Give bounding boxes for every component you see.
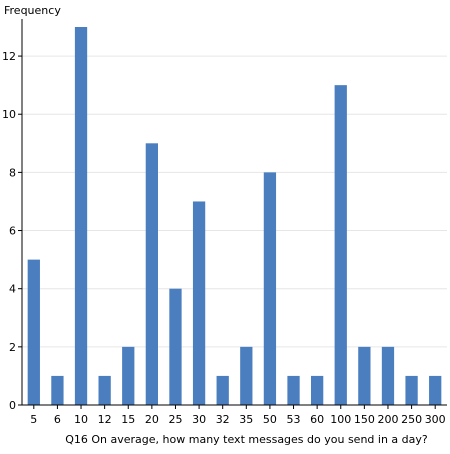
y-tick-label-8: 8 <box>9 166 16 179</box>
x-tick-label-20: 20 <box>145 413 159 426</box>
bar-35 <box>240 346 253 405</box>
y-tick-layer: 0 2 4 6 8 10 12 <box>2 50 22 412</box>
bar-50 <box>263 172 277 405</box>
y-tick-label-4: 4 <box>9 283 16 296</box>
x-tick-label-150: 150 <box>354 413 375 426</box>
x-tick-layer: 5 6 10 12 15 20 25 30 32 35 50 53 60 100 150 200 250 300 <box>30 405 446 426</box>
x-tick-label-300: 300 <box>425 413 446 426</box>
bar-25 <box>169 288 182 405</box>
axis-layer <box>21 19 447 406</box>
bar-60 <box>311 375 324 405</box>
bar-53 <box>287 375 300 405</box>
x-tick-label-10: 10 <box>74 413 88 426</box>
x-tick-label-5: 5 <box>30 413 37 426</box>
y-axis-title: Frequency <box>4 4 61 17</box>
x-tick-label-6: 6 <box>54 413 61 426</box>
x-tick-label-53: 53 <box>287 413 301 426</box>
y-tick-label-2: 2 <box>9 341 16 354</box>
y-tick-label-0: 0 <box>9 399 16 412</box>
bar-150 <box>358 346 371 405</box>
x-tick-label-30: 30 <box>192 413 206 426</box>
bar-300 <box>429 375 442 405</box>
bar-15 <box>122 346 135 405</box>
grid-layer <box>22 55 447 348</box>
x-tick-label-200: 200 <box>377 413 398 426</box>
bar-12 <box>98 375 111 405</box>
bar-100 <box>334 85 347 406</box>
bar-6 <box>51 375 64 405</box>
x-tick-label-50: 50 <box>263 413 277 426</box>
x-tick-label-100: 100 <box>330 413 351 426</box>
y-tick-label-10: 10 <box>2 108 16 121</box>
bar-5 <box>27 259 40 405</box>
bar-30 <box>192 201 206 405</box>
x-tick-label-32: 32 <box>216 413 230 426</box>
x-axis-title: Q16 On average, how many text messages d… <box>65 433 428 446</box>
bar-200 <box>381 346 395 405</box>
x-tick-label-25: 25 <box>168 413 182 426</box>
x-tick-label-60: 60 <box>310 413 324 426</box>
x-tick-label-35: 35 <box>239 413 253 426</box>
bar-32 <box>216 375 229 405</box>
x-tick-label-15: 15 <box>121 413 135 426</box>
y-tick-label-6: 6 <box>9 225 16 238</box>
bar-layer <box>27 27 442 406</box>
x-tick-label-250: 250 <box>401 413 422 426</box>
bar-10 <box>74 27 88 405</box>
x-tick-label-12: 12 <box>98 413 112 426</box>
bar-20 <box>145 143 158 405</box>
y-tick-label-12: 12 <box>2 50 16 63</box>
bar-250 <box>405 375 418 405</box>
